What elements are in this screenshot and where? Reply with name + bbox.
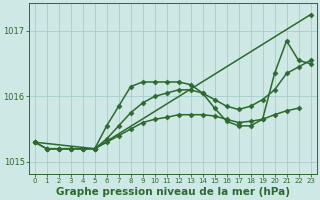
X-axis label: Graphe pression niveau de la mer (hPa): Graphe pression niveau de la mer (hPa) <box>56 187 290 197</box>
